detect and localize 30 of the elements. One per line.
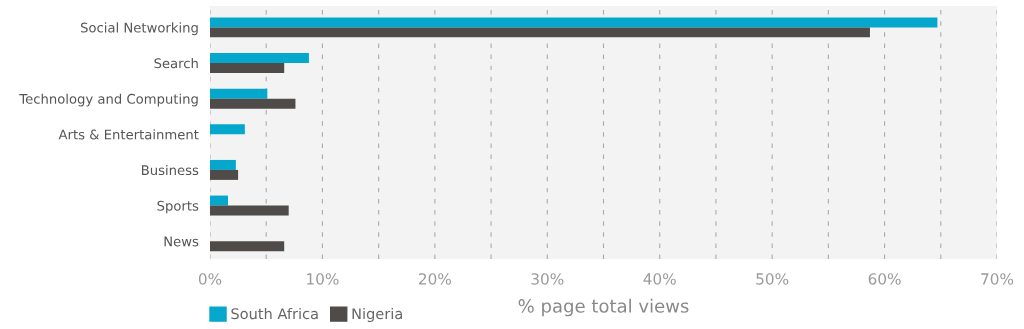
bar bbox=[210, 205, 289, 216]
bar bbox=[210, 195, 228, 206]
y-tick-label: Sports bbox=[157, 200, 199, 214]
x-tick-label: 50% bbox=[756, 273, 789, 285]
x-tick-label: 10% bbox=[307, 273, 339, 285]
x-tick-label: 70% bbox=[981, 273, 1014, 285]
bar bbox=[210, 17, 938, 28]
y-tick-label: Business bbox=[142, 164, 199, 176]
bar bbox=[210, 27, 870, 38]
y-tick-label: Technology and Computing bbox=[19, 93, 198, 107]
bar bbox=[210, 88, 268, 99]
bar bbox=[210, 241, 285, 252]
bar bbox=[210, 53, 309, 64]
bar bbox=[210, 124, 245, 135]
bar bbox=[210, 98, 296, 109]
x-tick-label: 40% bbox=[643, 273, 676, 285]
y-tick-label: Search bbox=[154, 58, 198, 69]
y-tick-label: Arts & Entertainment bbox=[58, 129, 199, 140]
x-tick-label: 20% bbox=[419, 273, 451, 285]
x-axis-title: % page total views bbox=[518, 298, 689, 317]
legend-label: Nigeria bbox=[352, 307, 402, 323]
x-tick-label: 30% bbox=[531, 273, 564, 285]
x-tick-label: 60% bbox=[868, 273, 901, 285]
x-tick-label: 0% bbox=[198, 273, 222, 285]
bar bbox=[210, 159, 236, 170]
y-tick-label: Social Networking bbox=[80, 22, 198, 36]
legend-label: South Africa bbox=[231, 307, 318, 320]
bar bbox=[210, 169, 239, 180]
y-tick-label: News bbox=[164, 236, 199, 247]
bar bbox=[210, 63, 285, 73]
